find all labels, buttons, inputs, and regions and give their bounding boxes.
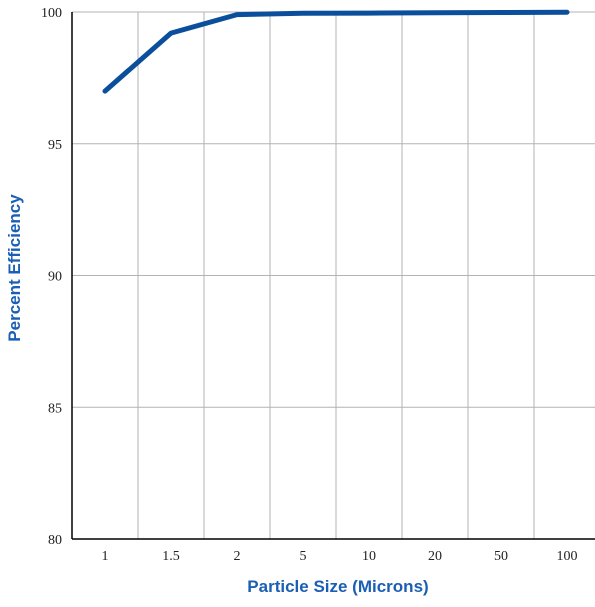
y-tick-label: 80 [48,533,62,548]
x-tick-label: 2 [234,549,241,564]
x-tick-label: 1.5 [162,549,180,564]
y-tick-label: 100 [41,6,62,21]
series-line [102,9,570,94]
x-tick-label: 5 [300,549,307,564]
axes [71,12,595,540]
y-axis-title: Percent Efficiency [5,194,24,342]
x-tick-label: 20 [428,549,442,564]
y-tick-label: 95 [48,138,62,153]
series [102,9,570,94]
grid [72,11,595,539]
tick-labels: 80 85 90 95 100 1 1.5 2 5 10 20 50 100 [41,6,578,564]
y-tick-label: 90 [48,270,62,285]
x-tick-label: 50 [494,549,508,564]
y-tick-label: 85 [48,401,62,416]
x-tick-label: 10 [362,549,376,564]
x-tick-label: 1 [102,549,109,564]
x-axis-title: Particle Size (Microns) [247,577,428,596]
x-tick-label: 100 [557,549,578,564]
